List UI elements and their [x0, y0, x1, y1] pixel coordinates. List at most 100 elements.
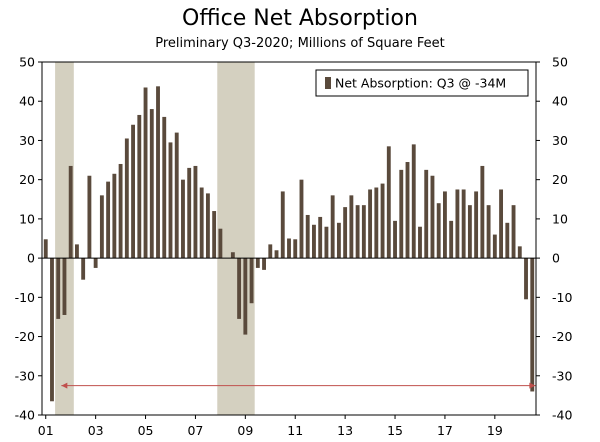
legend: Net Absorption: Q3 @ -34M — [315, 69, 529, 97]
bar-20 — [168, 142, 173, 259]
bar-58 — [405, 162, 410, 259]
ytick-left-label: -20 — [15, 329, 35, 344]
xtick-label: 11 — [287, 423, 303, 438]
xtick-label: 05 — [138, 423, 154, 438]
bar-62 — [430, 175, 435, 259]
bar-42 — [305, 214, 310, 259]
ytick-right-label: 30 — [552, 133, 568, 148]
plot-frame — [41, 61, 537, 416]
bar-37 — [274, 250, 279, 259]
ytick-right-label: -40 — [552, 408, 572, 423]
ytick-left-label: 50 — [19, 55, 35, 70]
bar-4 — [68, 165, 73, 259]
bar-47 — [336, 222, 341, 259]
recession-band-2 — [217, 62, 255, 415]
bar-52 — [368, 189, 373, 259]
bar-6 — [81, 258, 86, 280]
xtick-label: 19 — [487, 423, 503, 438]
ytick-right-label: 10 — [552, 211, 568, 226]
xtick-label: 13 — [337, 423, 353, 438]
bar-39 — [287, 238, 291, 259]
bar-14 — [131, 124, 135, 259]
reference-arrow-right — [529, 382, 536, 389]
bar-73 — [499, 189, 504, 259]
bar-10 — [106, 181, 111, 259]
xtick-label: 01 — [38, 423, 54, 438]
y-axis-ticks: 50 50 40 40 30 30 20 20 10 10 0 0 -10 -10 -20 -20 -30 -30… — [15, 55, 573, 423]
bar-15 — [137, 114, 142, 259]
bar-70 — [480, 165, 485, 259]
bar-77 — [524, 258, 528, 300]
ytick-left-label: 0 — [27, 251, 35, 266]
bar-57 — [399, 169, 404, 259]
ytick-right-label: -30 — [552, 368, 572, 383]
bar-26 — [205, 193, 210, 259]
ytick-left-label: -30 — [15, 368, 35, 383]
ytick-right-label: 40 — [552, 94, 568, 109]
ytick-left-label: 20 — [19, 172, 35, 187]
bar-8 — [93, 258, 98, 268]
bar-17 — [149, 109, 154, 259]
bar-45 — [324, 226, 329, 259]
bar-63 — [436, 203, 441, 259]
bar-23 — [187, 167, 192, 259]
legend-swatch — [325, 77, 331, 89]
bar-32 — [243, 258, 248, 335]
bar-54 — [380, 183, 385, 259]
bar-3 — [62, 258, 67, 315]
bar-22 — [181, 179, 185, 259]
bar-24 — [193, 165, 198, 259]
chart-title: Office Net Absorption — [182, 6, 418, 31]
xtick-label: 17 — [437, 423, 453, 438]
bar-61 — [424, 169, 429, 259]
bar-2 — [56, 258, 61, 319]
bar-71 — [486, 205, 491, 259]
bar-75 — [511, 205, 516, 259]
bar-60 — [418, 226, 422, 259]
bar-31 — [237, 258, 242, 319]
bar-66 — [455, 189, 460, 259]
ytick-left-label: 30 — [19, 133, 35, 148]
bar-41 — [299, 179, 304, 259]
bar-0 — [43, 239, 48, 259]
bar-5 — [74, 244, 79, 259]
ytick-right-label: -10 — [552, 290, 572, 305]
bar-65 — [449, 220, 454, 259]
bar-72 — [492, 234, 497, 259]
bar-30 — [230, 252, 235, 259]
bar-layer — [43, 86, 535, 402]
bar-68 — [467, 205, 472, 259]
reference-line-layer — [61, 382, 536, 389]
ytick-left-label: 10 — [19, 211, 35, 226]
bar-7 — [87, 175, 92, 259]
bar-55 — [386, 146, 391, 259]
bar-1 — [50, 258, 54, 402]
bar-76 — [517, 246, 522, 259]
bar-40 — [293, 239, 298, 259]
recession-layer — [55, 62, 255, 415]
bar-34 — [255, 258, 260, 268]
ytick-right-label: 0 — [552, 251, 560, 266]
ytick-right-label: 50 — [552, 55, 568, 70]
bar-43 — [312, 224, 316, 259]
bar-64 — [443, 191, 447, 259]
x-axis-ticks: 01 03 05 07 09 11 13 15 17 19 — [38, 415, 503, 438]
bar-13 — [124, 138, 129, 259]
bar-9 — [99, 195, 104, 259]
bar-51 — [361, 205, 366, 259]
bar-12 — [118, 163, 123, 259]
legend-label: Net Absorption: Q3 @ -34M — [335, 76, 506, 91]
bar-25 — [199, 187, 204, 259]
bar-28 — [218, 228, 223, 259]
bar-21 — [174, 132, 179, 259]
chart-subtitle: Preliminary Q3-2020; Millions of Square … — [155, 36, 445, 51]
bar-49 — [349, 195, 354, 259]
bar-50 — [355, 205, 360, 259]
ytick-right-label: -20 — [552, 329, 572, 344]
bar-56 — [393, 220, 397, 259]
bar-74 — [505, 222, 510, 259]
bar-53 — [374, 187, 379, 259]
xtick-label: 15 — [387, 423, 403, 438]
bar-18 — [156, 86, 160, 259]
ytick-right-label: 20 — [552, 172, 568, 187]
